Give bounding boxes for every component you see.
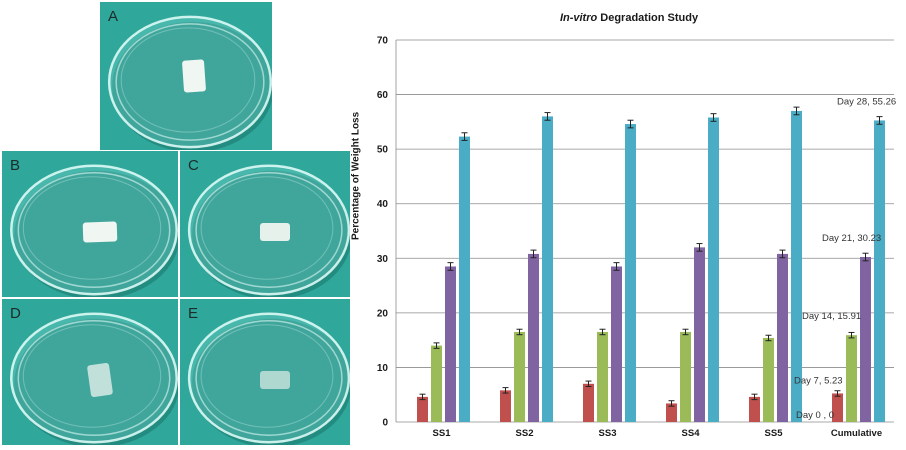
data-label: Day 0 , 0	[796, 410, 834, 421]
bar-ss5-s2	[777, 253, 788, 422]
panel-label-e: E	[188, 305, 199, 322]
petri-dish-image	[187, 312, 350, 445]
bar-ss3-s1	[597, 331, 608, 422]
dish-base-ring	[22, 176, 162, 280]
dish-inner-rim	[17, 320, 171, 436]
y-axis-label: Percentage of Weight Loss	[350, 111, 362, 240]
chart-title: In-vitro Degradation Study	[352, 12, 906, 24]
bar-ss3-s0	[583, 383, 594, 422]
x-tick-label: SS4	[682, 428, 701, 439]
petri-dish-photo-grid: A B C D E	[0, 0, 350, 445]
scaffold-sample	[260, 223, 290, 241]
y-tick-label: 70	[377, 36, 389, 47]
bar-ss4-s2	[694, 247, 705, 422]
dish-inner-rim	[17, 172, 171, 288]
chart-title-italic: In-vitro	[559, 12, 598, 24]
photo-panel-d: D	[2, 299, 178, 445]
dish-inner-rim	[195, 172, 343, 288]
x-tick-label: SS3	[599, 428, 617, 439]
dish-base-ring	[22, 324, 162, 428]
y-tick-label: 20	[377, 308, 389, 319]
data-label: Day 7, 5.23	[794, 375, 843, 386]
bar-cumulative-s2	[860, 257, 871, 422]
y-tick-label: 60	[377, 90, 389, 101]
petri-dish-image	[10, 312, 178, 445]
scaffold-sample	[182, 59, 206, 93]
bar-ss2-s2	[528, 253, 539, 422]
panel-label-b: B	[10, 157, 21, 174]
bar-ss5-s1	[763, 337, 774, 422]
bar-ss2-s1	[514, 331, 525, 422]
bar-ss3-s3	[625, 124, 636, 422]
scaffold-sample	[82, 221, 118, 243]
bar-ss1-s1	[431, 345, 442, 422]
dish-inner-rim	[115, 23, 265, 141]
y-tick-label: 30	[377, 254, 389, 265]
photo-panel-b: B	[2, 151, 178, 297]
dish-inner-rim	[195, 320, 343, 436]
petri-dish-image	[187, 164, 350, 297]
data-label: Day 21, 30.23	[822, 233, 881, 244]
dish-base-ring	[200, 324, 334, 428]
x-tick-label: SS2	[516, 428, 534, 439]
x-tick-label: SS1	[433, 428, 452, 439]
bar-ss1-s2	[445, 266, 456, 422]
bar-ss4-s1	[680, 331, 691, 422]
scaffold-sample	[87, 363, 113, 397]
x-tick-label: Cumulative	[831, 428, 882, 439]
data-label: Day 14, 15.91	[802, 311, 861, 322]
photo-panel-e: E	[180, 299, 350, 445]
bar-ss5-s0	[749, 396, 760, 422]
photo-panel-c: C	[180, 151, 350, 297]
bar-ss3-s2	[611, 266, 622, 422]
y-tick-label: 50	[377, 145, 389, 156]
y-tick-label: 40	[377, 199, 389, 210]
panel-label-d: D	[10, 305, 21, 322]
bar-ss2-s0	[500, 390, 511, 422]
x-tick-label: SS5	[765, 428, 784, 439]
chart-plot: 0 10 20 30 40 50 60 70 SS1 SS2 SS3 SS4 SS5 Cumulative…	[377, 36, 896, 440]
bar-cumulative-s1	[846, 335, 857, 422]
photo-panel-a: A	[100, 2, 272, 150]
data-label: Day 28, 55.26	[837, 96, 896, 107]
bar-ss4-s0	[666, 403, 677, 422]
degradation-chart: In-vitro Degradation Study Percentage of…	[350, 0, 906, 445]
dish-base-ring	[200, 176, 334, 280]
scaffold-sample	[260, 371, 290, 389]
y-tick-label: 0	[382, 418, 388, 429]
panel-label-c: C	[188, 157, 199, 174]
bar-ss1-s0	[417, 396, 428, 422]
bar-ss1-s3	[459, 136, 470, 422]
bar-ss4-s3	[708, 117, 719, 423]
bar-ss2-s3	[542, 116, 553, 423]
chart-title-rest: Degradation Study	[597, 12, 699, 24]
bar-cumulative-s0	[832, 393, 843, 422]
petri-dish-image	[107, 15, 272, 150]
bar-cumulative-s3	[874, 120, 885, 422]
panel-label-a: A	[108, 8, 119, 25]
bar-ss5-s3	[791, 110, 802, 422]
dish-base-ring	[120, 27, 256, 133]
petri-dish-image	[10, 164, 178, 297]
y-tick-label: 10	[377, 363, 389, 374]
